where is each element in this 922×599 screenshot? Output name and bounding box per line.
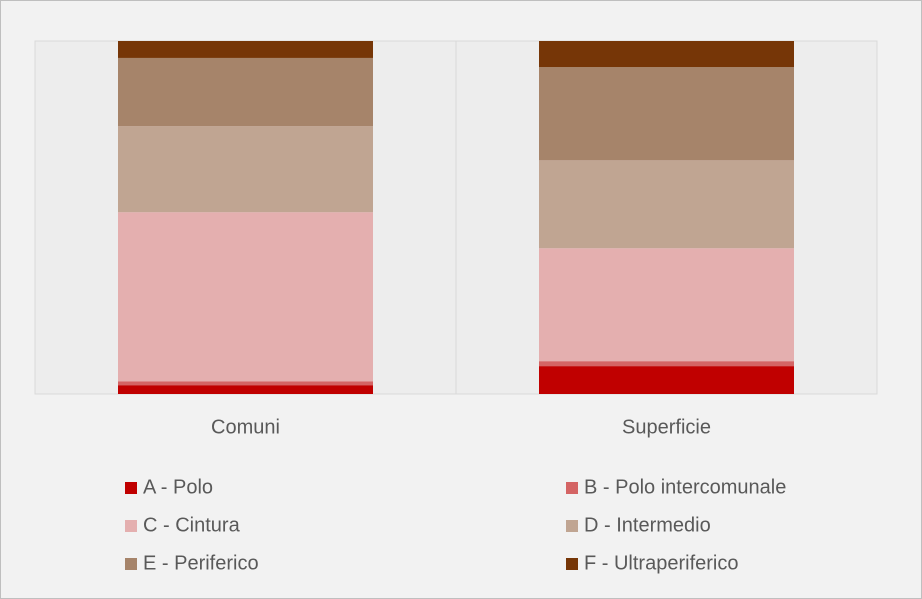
legend-label: C - Cintura [143, 514, 241, 536]
x-tick-label: Comuni [211, 416, 280, 438]
legend-label: E - Periferico [143, 552, 259, 574]
bar-segment [118, 57, 373, 127]
bar-segment [539, 361, 794, 367]
bar-segment [539, 67, 794, 161]
bar-segment [539, 160, 794, 249]
legend-label: A - Polo [143, 476, 213, 498]
bar-segment [118, 41, 373, 58]
legend-swatch [125, 482, 137, 494]
legend-swatch [566, 558, 578, 570]
legend-swatch [125, 558, 137, 570]
legend-swatch [566, 482, 578, 494]
bar-segment [118, 126, 373, 213]
legend-swatch [566, 520, 578, 532]
bar-segment [118, 212, 373, 382]
bar-segment [118, 381, 373, 386]
x-tick-label: Superficie [622, 416, 711, 438]
legend-label: F - Ultraperiferico [584, 552, 738, 574]
legend-swatch [125, 520, 137, 532]
legend-label: B - Polo intercomunale [584, 476, 786, 498]
bar-segment [539, 366, 794, 394]
bar-segment [539, 248, 794, 362]
bar-segment [118, 385, 373, 394]
legend-label: D - Intermedio [584, 514, 711, 536]
bar-segment [539, 41, 794, 68]
